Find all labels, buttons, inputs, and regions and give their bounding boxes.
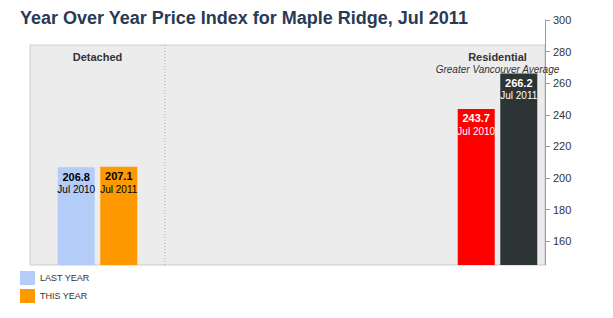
svg-text:300: 300 xyxy=(553,14,571,26)
svg-text:243.7: 243.7 xyxy=(462,112,490,124)
svg-text:Year Over Year Price Index for: Year Over Year Price Index for Maple Rid… xyxy=(20,8,468,28)
svg-text:Residential: Residential xyxy=(468,51,527,63)
svg-text:Greater Vancouver Average: Greater Vancouver Average xyxy=(436,64,560,75)
svg-text:240: 240 xyxy=(553,109,571,121)
svg-text:160: 160 xyxy=(553,235,571,247)
svg-text:Jul 2010: Jul 2010 xyxy=(57,184,95,195)
svg-text:THIS YEAR: THIS YEAR xyxy=(40,291,88,301)
svg-text:Jul 2011: Jul 2011 xyxy=(500,90,538,101)
svg-text:266.2: 266.2 xyxy=(505,77,533,89)
svg-text:Jul 2010: Jul 2010 xyxy=(457,126,495,137)
svg-text:280: 280 xyxy=(553,46,571,58)
svg-text:180: 180 xyxy=(553,204,571,216)
svg-text:Jul 2011: Jul 2011 xyxy=(100,184,138,195)
svg-text:LAST YEAR: LAST YEAR xyxy=(40,273,90,283)
svg-text:Detached: Detached xyxy=(73,51,123,63)
svg-text:206.8: 206.8 xyxy=(62,171,90,183)
svg-text:260: 260 xyxy=(553,77,571,89)
svg-text:220: 220 xyxy=(553,140,571,152)
svg-text:207.1: 207.1 xyxy=(105,170,133,182)
svg-text:200: 200 xyxy=(553,172,571,184)
